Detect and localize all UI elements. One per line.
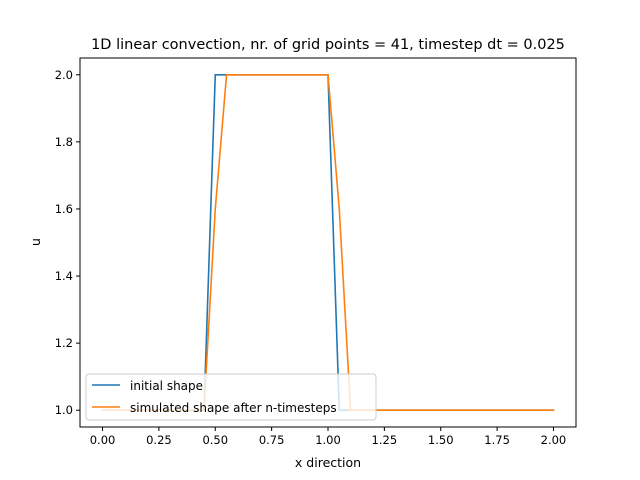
x-tick-label: 0.75	[259, 433, 285, 447]
x-tick-label: 0.00	[90, 433, 116, 447]
y-axis-ticks: 1.0 1.2 1.4 1.6 1.8 2.0	[55, 68, 80, 417]
y-tick-label: 1.2	[55, 336, 73, 350]
y-axis-label: u	[28, 238, 43, 246]
plot-area: 0.00 0.25 0.50 0.75 1.00 1.25 1.50 1.75 2.00 1.0…	[55, 57, 577, 447]
x-tick-label: 1.50	[428, 433, 454, 447]
legend-label-initial-shape: initial shape	[130, 379, 203, 393]
y-tick-label: 1.0	[55, 403, 73, 417]
x-tick-label: 1.25	[372, 433, 398, 447]
legend-box	[85, 373, 377, 421]
axes-frame	[79, 57, 577, 428]
y-tick-label: 1.8	[55, 135, 73, 149]
x-axis-ticks: 0.00 0.25 0.50 0.75 1.00 1.25 1.50 1.75 2.00	[90, 427, 567, 447]
legend-label-simulated-shape: simulated shape after n-timesteps	[130, 401, 337, 415]
y-tick-label: 2.0	[55, 68, 73, 82]
x-tick-label: 0.50	[202, 433, 228, 447]
x-tick-label: 1.75	[484, 433, 510, 447]
x-axis-label: x direction	[295, 455, 361, 470]
legend: initial shape simulated shape after n-ti…	[85, 373, 377, 421]
y-tick-label: 1.4	[55, 269, 73, 283]
x-tick-label: 1.00	[315, 433, 341, 447]
y-tick-label: 1.6	[55, 202, 73, 216]
x-tick-label: 2.00	[541, 433, 567, 447]
chart-title: 1D linear convection, nr. of grid points…	[91, 37, 565, 53]
x-tick-label: 0.25	[146, 433, 172, 447]
axes-background	[80, 58, 576, 427]
